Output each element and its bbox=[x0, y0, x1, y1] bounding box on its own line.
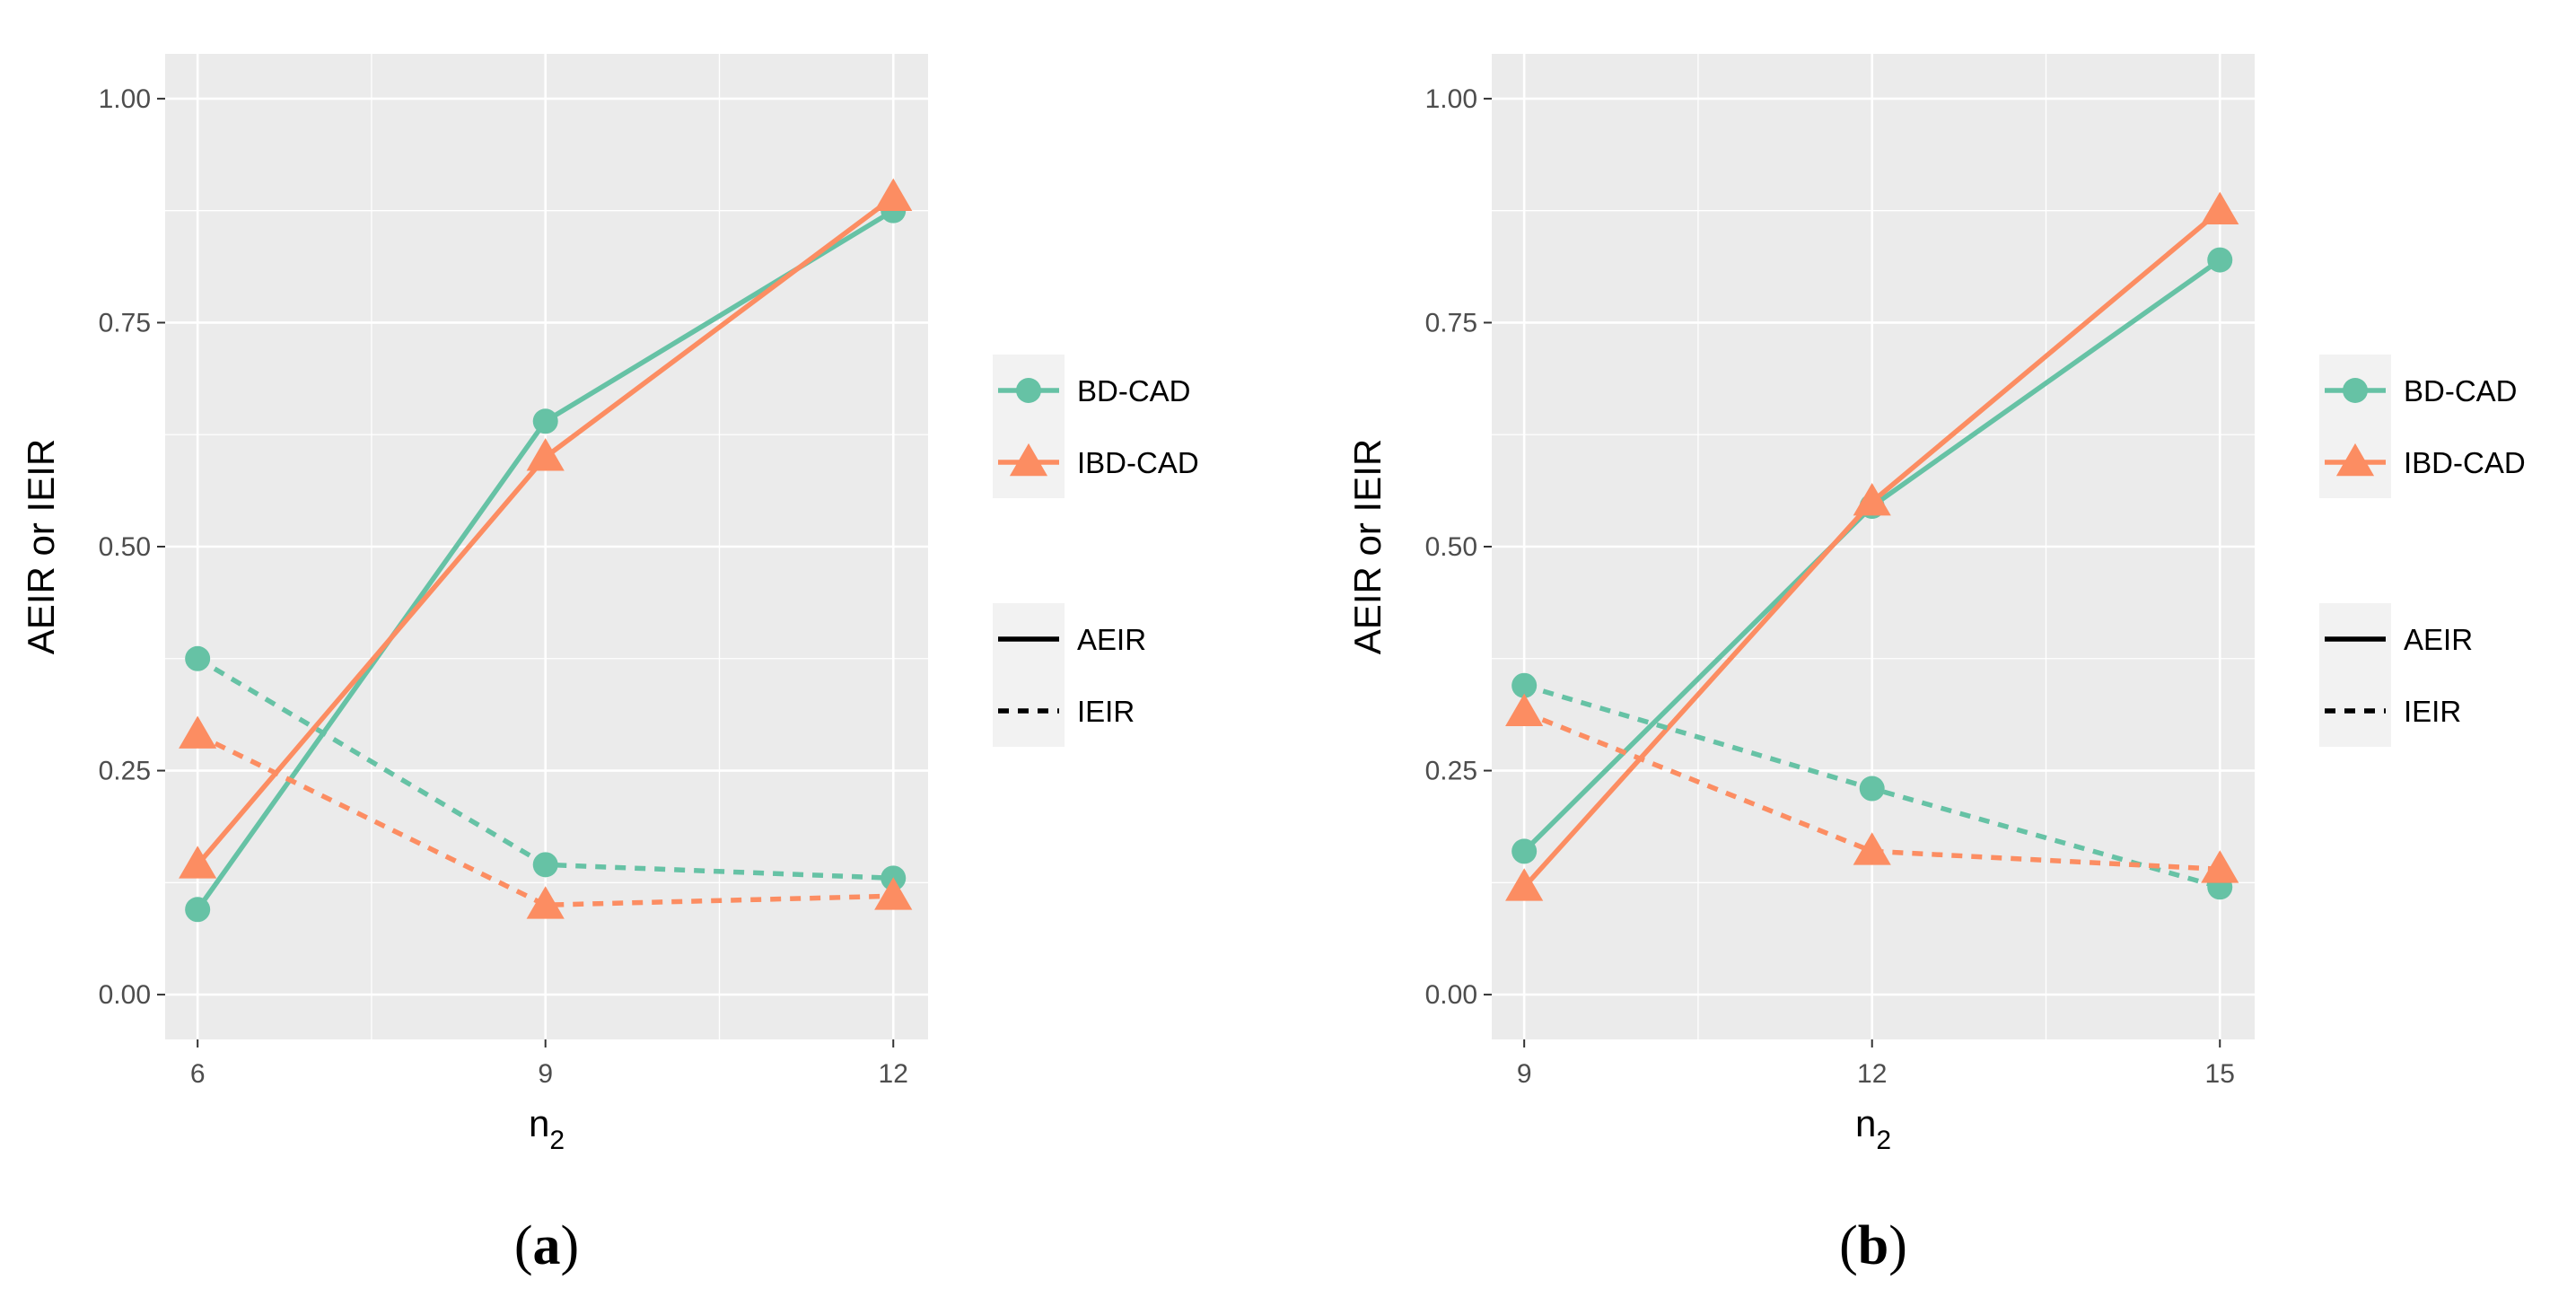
x-axis-title: n2 bbox=[529, 1102, 565, 1155]
panel-caption-open: ( bbox=[514, 1215, 533, 1276]
data-point-ibd-cad-aeir bbox=[526, 438, 565, 471]
data-point-ibd-cad-aeir bbox=[1853, 483, 1891, 516]
panel-caption-open: ( bbox=[1839, 1215, 1858, 1276]
data-point-ibd-cad-ieir bbox=[179, 715, 217, 749]
y-tick-label: 0.25 bbox=[1425, 757, 1477, 786]
legend-label-ieir: IEIR bbox=[2404, 695, 2461, 728]
y-tick-label: 0.75 bbox=[1425, 308, 1477, 337]
x-tick-label: 15 bbox=[2205, 1059, 2235, 1089]
x-tick-label: 9 bbox=[1517, 1059, 1532, 1089]
y-tick-label: 0.50 bbox=[99, 532, 151, 562]
x-axis-title: n2 bbox=[1855, 1102, 1891, 1155]
legend-label-bd: BD-CAD bbox=[2404, 374, 2518, 408]
y-tick-label: 1.00 bbox=[1425, 84, 1477, 114]
data-point-ibd-cad-ieir bbox=[1853, 832, 1891, 865]
x-tick-label: 6 bbox=[190, 1059, 206, 1089]
data-point-ibd-cad-ieir bbox=[874, 877, 913, 910]
data-point-ibd-cad-ieir bbox=[526, 886, 565, 919]
series-points bbox=[179, 178, 913, 923]
data-point-ibd-cad-aeir bbox=[2201, 191, 2239, 224]
legend-label-ibd: IBD-CAD bbox=[1077, 446, 1199, 479]
legend-key-marker-bd bbox=[1016, 378, 1041, 403]
data-point-bd-cad-aeir bbox=[2207, 247, 2233, 273]
chart-panel-b: 0.00 0.25 0.50 0.75 1.00 9 12 15 AEIR or IEIR n2 B… bbox=[1327, 0, 2576, 1306]
data-point-ibd-cad-aeir bbox=[1505, 868, 1544, 901]
x-tick-label: 9 bbox=[538, 1059, 553, 1089]
x-axis-title-subscript: 2 bbox=[1876, 1126, 1891, 1155]
data-point-bd-cad-aeir bbox=[532, 408, 558, 434]
chart-svg-b: 0.00 0.25 0.50 0.75 1.00 9 12 15 AEIR or IEIR n2 B… bbox=[1346, 54, 2526, 1276]
x-axis-title-main: n bbox=[1855, 1102, 1876, 1144]
legend-label-ieir: IEIR bbox=[1077, 695, 1135, 728]
y-tick-label: 0.25 bbox=[99, 757, 151, 786]
y-tick-label: 1.00 bbox=[99, 84, 151, 114]
data-point-bd-cad-ieir bbox=[185, 645, 211, 671]
x-axis-title-main: n bbox=[529, 1102, 549, 1144]
series-line-ibd-cad-ieir bbox=[1523, 710, 2221, 872]
y-tick-label: 0.00 bbox=[99, 980, 151, 1010]
panel-caption: (b) bbox=[1839, 1215, 1907, 1276]
panel-caption-letter: a bbox=[533, 1215, 561, 1276]
legend-key-marker-ibd bbox=[1009, 443, 1048, 477]
panel-caption-close: ) bbox=[561, 1215, 580, 1276]
data-point-ibd-cad-ieir bbox=[2201, 850, 2239, 883]
legend-key-marker-bd bbox=[2343, 378, 2368, 403]
panel-caption-close: ) bbox=[1888, 1215, 1907, 1276]
legend-key-marker-ibd bbox=[2335, 443, 2375, 477]
data-point-ibd-cad-aeir bbox=[179, 846, 217, 879]
chart-svg-a: 0.00 0.25 0.50 0.75 1.00 6 9 12 AEIR or IEIR n2 BD… bbox=[20, 54, 1199, 1276]
data-point-bd-cad-ieir bbox=[1511, 672, 1538, 698]
data-point-ibd-cad-aeir bbox=[874, 178, 913, 212]
data-point-bd-cad-aeir bbox=[1511, 838, 1538, 864]
legend: BD-CAD IBD-CAD AEIR IEIR bbox=[2319, 355, 2526, 747]
series-points bbox=[1505, 191, 2239, 901]
legend-label-bd: BD-CAD bbox=[1077, 374, 1191, 408]
x-tick-label: 12 bbox=[879, 1059, 908, 1089]
legend-label-ibd: IBD-CAD bbox=[2404, 446, 2526, 479]
y-tick-label: 0.75 bbox=[99, 308, 151, 337]
data-point-bd-cad-aeir bbox=[185, 897, 211, 923]
data-point-bd-cad-ieir bbox=[1859, 776, 1885, 802]
x-axis-title-subscript: 2 bbox=[549, 1126, 565, 1155]
legend-label-aeir: AEIR bbox=[2404, 623, 2473, 656]
legend-label-aeir: AEIR bbox=[1077, 623, 1146, 656]
panel-caption-letter: b bbox=[1858, 1215, 1888, 1276]
x-tick-label: 12 bbox=[1857, 1059, 1887, 1089]
y-tick-label: 0.00 bbox=[1425, 980, 1477, 1010]
data-point-bd-cad-ieir bbox=[532, 852, 558, 878]
y-axis-title: AEIR or IEIR bbox=[20, 439, 62, 654]
legend: BD-CAD IBD-CAD AEIR IEIR bbox=[993, 355, 1199, 747]
y-axis-title: AEIR or IEIR bbox=[1346, 439, 1389, 654]
panel-caption: (a) bbox=[514, 1215, 579, 1276]
chart-panel-a: 0.00 0.25 0.50 0.75 1.00 6 9 12 AEIR or IEIR n2 BD… bbox=[20, 54, 1199, 1276]
data-point-ibd-cad-ieir bbox=[1505, 693, 1544, 726]
y-tick-label: 0.50 bbox=[1425, 532, 1477, 562]
series-line-ibd-cad-ieir bbox=[196, 732, 894, 908]
